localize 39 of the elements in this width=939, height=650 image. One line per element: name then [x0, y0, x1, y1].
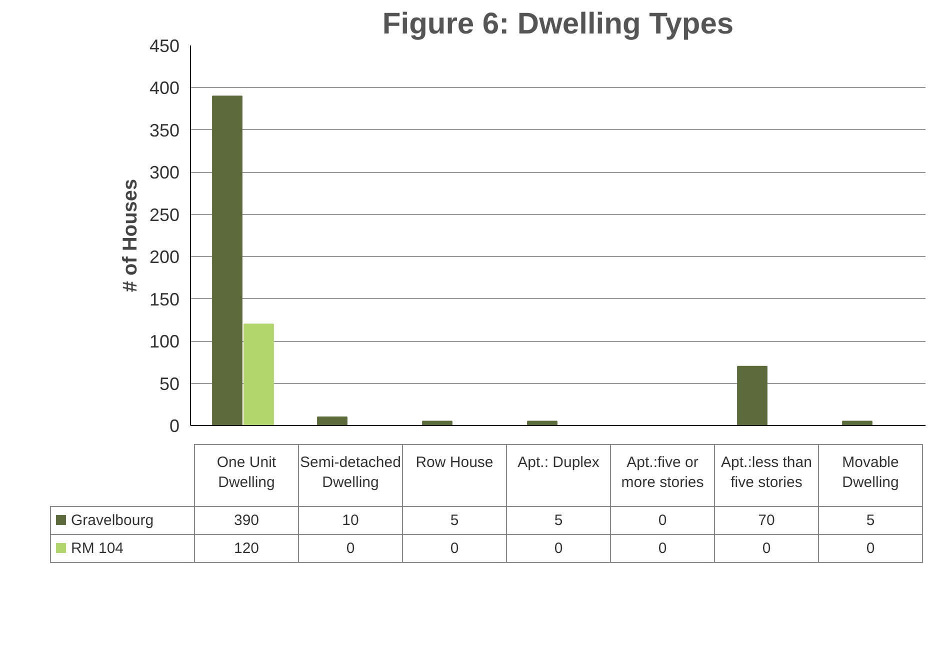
- bar: [212, 96, 242, 426]
- x-tick-label: Movable Dwelling: [818, 444, 922, 506]
- data-label: 70: [714, 506, 818, 534]
- y-tick-label: 150: [149, 289, 180, 310]
- data-label: 390: [194, 506, 298, 534]
- bar: [317, 416, 348, 426]
- x-tick-label: One Unit Dwelling: [194, 444, 298, 506]
- bar: [244, 324, 274, 426]
- y-tick-label: 350: [149, 120, 180, 140]
- legend-label: Gravelbourg: [50, 506, 194, 534]
- data-label: 0: [506, 534, 610, 562]
- chart-title: Figure 6: Dwelling Types: [382, 8, 734, 40]
- data-label: 0: [402, 534, 506, 562]
- data-label: 0: [298, 534, 402, 562]
- x-tick-label: Apt.:less than five stories: [714, 444, 818, 506]
- x-tick-label: Apt.: Duplex: [506, 444, 610, 506]
- y-tick-label: 200: [149, 247, 180, 268]
- data-label: 5: [402, 506, 506, 534]
- y-tick-label: 300: [149, 162, 180, 183]
- x-tick-label: Row House: [402, 444, 506, 506]
- data-label: 120: [194, 534, 298, 562]
- y-tick-label: 450: [149, 36, 180, 56]
- x-tick-label: Apt.:five or more stories: [610, 444, 714, 506]
- x-tick-label: Semi-detached Dwelling: [298, 444, 402, 506]
- y-tick-label: 50: [159, 374, 180, 394]
- y-tick-label: 100: [149, 332, 180, 352]
- data-label: 0: [610, 534, 714, 562]
- bar: [737, 366, 768, 426]
- legend-label: RM 104: [50, 534, 194, 562]
- y-tick-label: 250: [149, 204, 180, 225]
- y-axis-title: # of Houses: [119, 178, 142, 292]
- data-label: 10: [298, 506, 402, 534]
- y-tick-label: 0: [169, 416, 180, 436]
- data-label: 0: [818, 534, 922, 562]
- data-label: 0: [714, 534, 818, 562]
- y-tick-label: 400: [149, 78, 180, 98]
- data-label: 5: [818, 506, 922, 534]
- data-label: 0: [610, 506, 714, 534]
- data-label: 5: [506, 506, 610, 534]
